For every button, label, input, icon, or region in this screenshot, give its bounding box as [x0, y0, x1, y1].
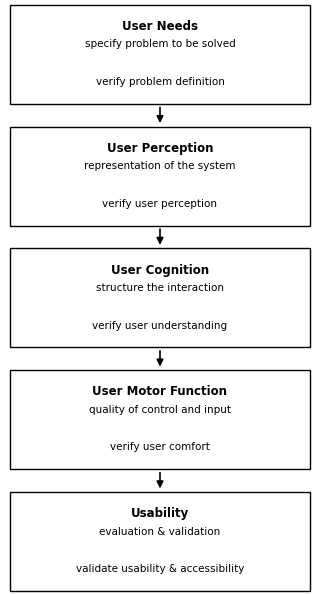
Text: validate usability & accessibility: validate usability & accessibility [76, 564, 244, 574]
Text: User Needs: User Needs [122, 20, 198, 33]
Text: representation of the system: representation of the system [84, 161, 236, 171]
Text: verify problem definition: verify problem definition [96, 77, 224, 87]
Text: quality of control and input: quality of control and input [89, 405, 231, 415]
Text: User Perception: User Perception [107, 142, 213, 155]
Text: Usability: Usability [131, 507, 189, 520]
Bar [10, 370, 310, 469]
Text: User Cognition: User Cognition [111, 264, 209, 277]
Bar [10, 5, 310, 104]
Text: structure the interaction: structure the interaction [96, 283, 224, 293]
Text: evaluation & validation: evaluation & validation [100, 526, 220, 536]
Text: specify problem to be solved: specify problem to be solved [84, 39, 236, 49]
Bar [10, 492, 310, 591]
Bar [10, 127, 310, 226]
Bar [10, 248, 310, 347]
Text: verify user comfort: verify user comfort [110, 443, 210, 453]
Text: verify user understanding: verify user understanding [92, 321, 228, 331]
Text: User Motor Function: User Motor Function [92, 386, 228, 399]
Text: verify user perception: verify user perception [102, 199, 218, 209]
